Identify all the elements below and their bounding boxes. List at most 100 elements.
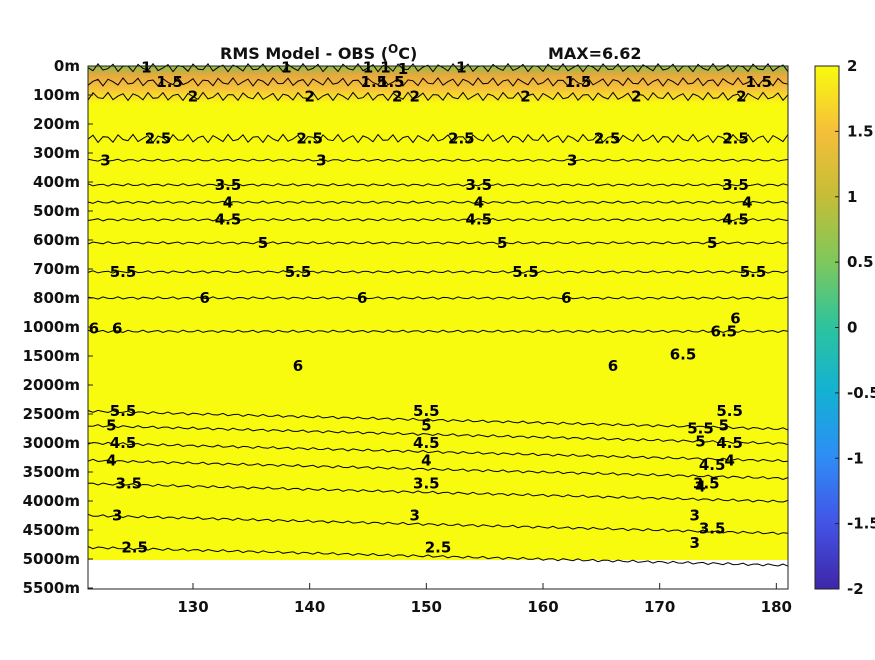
- contour-label: 4: [421, 451, 431, 469]
- colorbar: 2 1.5 1 0.5 0 -0.5 -1 -1.5 -2: [814, 57, 875, 598]
- contour-label: 1.5: [565, 73, 592, 91]
- contour-label: 4.5: [716, 434, 743, 452]
- contour-line: [87, 158, 789, 162]
- contour-label: 5.5: [285, 263, 312, 281]
- y-tick-label: 200m: [33, 115, 80, 133]
- contour-label: 2.5: [722, 130, 749, 148]
- contour-line: [87, 241, 789, 245]
- contour-label: 6: [608, 357, 618, 375]
- contour-line: [87, 458, 789, 481]
- y-tick-label: 0m: [54, 57, 80, 75]
- contour-label: 6.5: [670, 346, 697, 364]
- contour-label: 6: [199, 289, 209, 307]
- contour-label: 5.5: [110, 263, 137, 281]
- y-tick-label: 400m: [33, 173, 80, 191]
- contour-label: 4.5: [215, 211, 242, 229]
- contour-label: 4.5: [413, 434, 440, 452]
- contour-label: 3: [409, 507, 419, 525]
- y-axis: 0m 100m 200m 300m 400m 500m 600m 700m 800m 1000m 1…: [23, 57, 93, 597]
- contour-label: 3: [112, 507, 122, 525]
- contour-label: 2: [736, 87, 746, 105]
- colorbar-ticks: 2 1.5 1 0.5 0 -0.5 -1 -1.5 -2: [835, 57, 875, 598]
- contour-label: 1: [456, 59, 466, 77]
- y-tick-label: 300m: [33, 144, 80, 162]
- contour-label: 2: [304, 87, 314, 105]
- colorbar-tick-label: 0: [847, 319, 857, 337]
- contour-label: 3.5: [693, 475, 720, 493]
- contour-line: [87, 424, 789, 446]
- colorbar-tick-label: 1: [847, 188, 857, 206]
- contour-label: 1.5: [361, 73, 388, 91]
- contour-label: 3: [689, 534, 699, 552]
- plot-area: 1 1 1 1 11.5 1.5 1.5 1.52 2 2 2 2 2 22.5 2.5 2.5 2.5 2.53…: [87, 59, 789, 590]
- x-tick-label: 150: [411, 598, 442, 616]
- y-tick-label: 1500m: [23, 347, 80, 365]
- contour-label: 3: [100, 151, 110, 169]
- contour-label: 1: [141, 59, 151, 77]
- contour-line: [87, 183, 789, 187]
- contour-label: 5.5: [740, 263, 767, 281]
- contour-label: 6.5: [711, 322, 738, 340]
- contour-line: [87, 296, 789, 300]
- contour-label: 6: [561, 289, 571, 307]
- colorbar-tick-label: 0.5: [847, 253, 874, 271]
- contour-line: [87, 441, 789, 463]
- x-tick-label: 180: [761, 598, 792, 616]
- contour-label: 2: [392, 87, 402, 105]
- contour-label: 3: [689, 507, 699, 525]
- y-tick-label: 800m: [33, 289, 80, 307]
- contour-label: 5: [258, 234, 268, 252]
- colorbar-tick-label: -1.5: [847, 515, 875, 533]
- contour-labels: 1 1 1 1 11.5 1.5 1.5 1.52 2 2 2 2 2 22.5 2.5 2.5 2.5 2.53…: [89, 59, 773, 557]
- contour-label: 3.5: [699, 520, 726, 538]
- contour-label: 2: [631, 87, 641, 105]
- contour-label: 3.5: [466, 176, 493, 194]
- contour-label: 2: [409, 87, 419, 105]
- title-main: RMS Model - OBS (: [220, 44, 388, 63]
- contour-line: [87, 329, 789, 334]
- contour-label: 3: [316, 151, 326, 169]
- field-fill: [88, 66, 788, 560]
- x-tick-label: 130: [177, 598, 208, 616]
- contour-label: 5.5: [716, 402, 743, 420]
- y-tick-label: 3500m: [23, 463, 80, 481]
- contour-line: [87, 409, 789, 431]
- contour-label: 5.5: [512, 263, 539, 281]
- contour-label: 5: [695, 433, 705, 451]
- contour-label: 1.5: [156, 73, 183, 91]
- contour-label: 2.5: [594, 130, 621, 148]
- contour-label: 1: [363, 59, 373, 77]
- contour-label: 2.5: [448, 130, 475, 148]
- y-tick-label: 3000m: [23, 434, 80, 452]
- colorbar-tick-label: 1.5: [847, 122, 874, 140]
- contour-line: [87, 217, 789, 222]
- contour-label: 1: [398, 60, 408, 78]
- y-tick-label: 700m: [33, 260, 80, 278]
- contour-label: 3.5: [413, 475, 440, 493]
- contour-line: [87, 91, 789, 102]
- y-tick-label: 2500m: [23, 405, 80, 423]
- contour-label: 5: [707, 234, 717, 252]
- y-tick-label: 4500m: [23, 521, 80, 539]
- contour-label: 4: [724, 451, 734, 469]
- contour-label: 6: [89, 319, 99, 337]
- contour-label: 4.5: [722, 211, 749, 229]
- contour-label: 4.5: [699, 456, 726, 474]
- x-tick-label: 170: [644, 598, 675, 616]
- contour-line: [87, 482, 789, 503]
- contour-label: 1.5: [378, 73, 405, 91]
- title-unit-end: C): [398, 44, 417, 63]
- contour-label: 3.5: [215, 176, 242, 194]
- contour-line: [87, 270, 789, 274]
- contour-label: 4: [223, 193, 233, 211]
- contour-label: 5: [421, 417, 431, 435]
- contour-label: 5.5: [110, 402, 137, 420]
- contour-line: [87, 133, 789, 144]
- contour-label: 4: [695, 478, 705, 496]
- contour-label: 3: [567, 151, 577, 169]
- contour-label: 5.5: [413, 402, 440, 420]
- contour-label: 3.5: [722, 176, 749, 194]
- colorbar-tick-label: -1: [847, 449, 864, 467]
- contour-label: 4.5: [110, 434, 137, 452]
